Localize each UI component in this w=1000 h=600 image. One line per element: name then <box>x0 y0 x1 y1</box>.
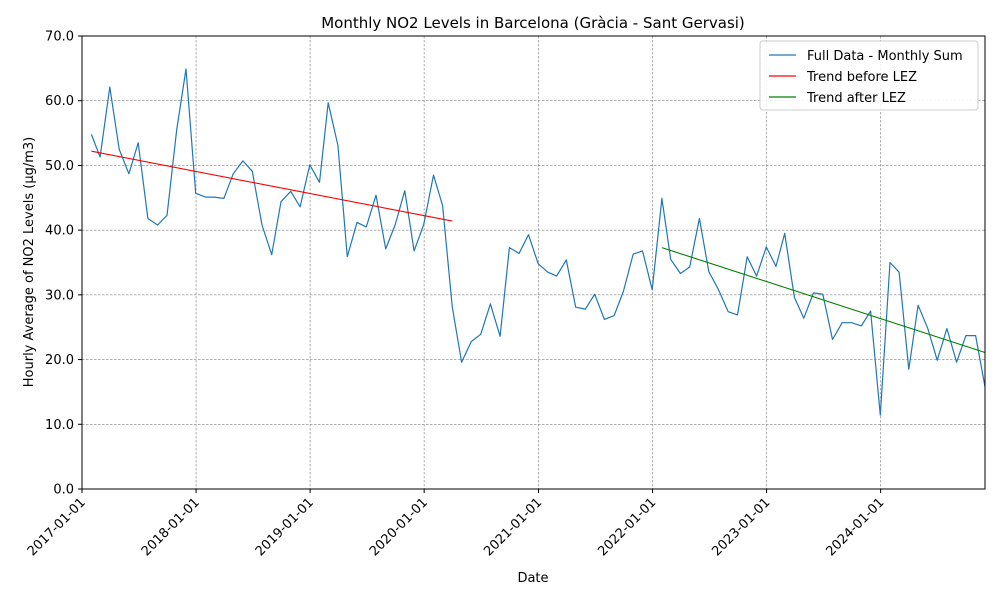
y-tick-label: 60.0 <box>45 94 74 109</box>
y-axis-label: Hourly Average of NO2 Levels (µg/m3) <box>22 137 37 388</box>
x-tick-label: 2017-01-01 <box>25 495 89 559</box>
legend-label-trend-after: Trend after LEZ <box>806 91 906 106</box>
axis-ticks: 0.0 10.0 20.0 30.0 40.0 50.0 60.0 70.0 2017-01-0… <box>25 30 888 560</box>
y-tick-label: 40.0 <box>45 224 74 239</box>
y-tick-label: 70.0 <box>45 30 74 45</box>
legend: Full Data - Monthly Sum Trend before LEZ… <box>759 40 979 111</box>
x-tick-label: 2019-01-01 <box>253 495 317 559</box>
y-tick-label: 50.0 <box>45 159 74 174</box>
x-tick-label: 2018-01-01 <box>139 495 203 559</box>
x-tick-label: 2021-01-01 <box>481 495 545 559</box>
plot-frame <box>81 35 986 490</box>
series-layer <box>90 68 986 416</box>
x-tick-label: 2022-01-01 <box>595 495 659 559</box>
chart-title: Monthly NO2 Levels in Barcelona (Gràcia … <box>321 14 745 32</box>
legend-label-full-data: Full Data - Monthly Sum <box>807 49 963 64</box>
y-tick-label: 20.0 <box>45 353 74 368</box>
legend-label-trend-before: Trend before LEZ <box>806 70 917 85</box>
x-tick-label: 2020-01-01 <box>367 495 431 559</box>
series-line-trend-before-lez <box>91 150 453 222</box>
series-line-full-data <box>90 68 986 416</box>
series-line-trend-after-lez <box>661 247 986 354</box>
legend-box <box>759 40 979 111</box>
y-tick-label: 30.0 <box>45 288 74 303</box>
x-tick-label: 2024-01-01 <box>823 495 887 559</box>
y-tick-label: 10.0 <box>45 418 74 433</box>
x-axis-label: Date <box>517 571 548 586</box>
y-tick-label: 0.0 <box>53 483 74 498</box>
x-tick-label: 2023-01-01 <box>709 495 773 559</box>
